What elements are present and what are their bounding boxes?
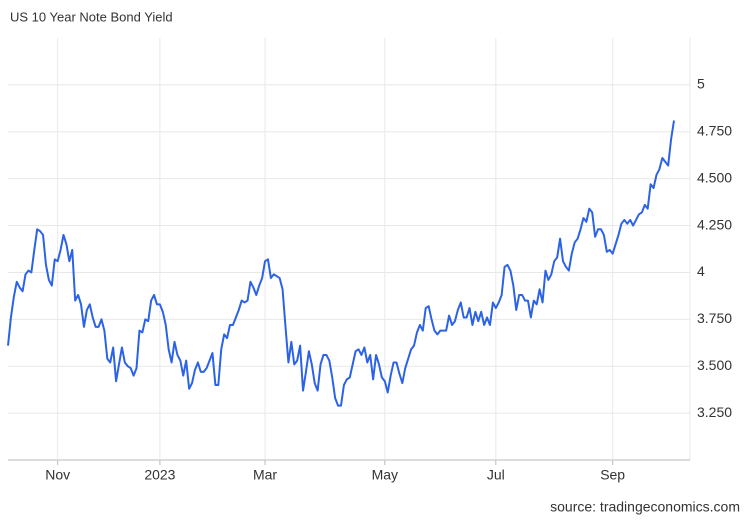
y-tick-label: 3.500 xyxy=(697,357,732,373)
y-tick-label: 3.750 xyxy=(697,310,732,326)
chart-title: US 10 Year Note Bond Yield xyxy=(10,9,173,24)
y-tick-label: 5 xyxy=(697,76,705,92)
y-tick-label: 4.750 xyxy=(697,122,732,138)
x-tick-label: Mar xyxy=(253,467,277,483)
x-tick-label: Sep xyxy=(600,467,625,483)
source-note: source: tradingeconomics.com xyxy=(550,499,740,515)
line-series xyxy=(7,120,675,407)
x-tick-label: 2023 xyxy=(144,467,175,483)
y-tick-label: 4 xyxy=(697,263,705,279)
x-tick-label: Nov xyxy=(45,467,70,483)
y-tick-label: 3.250 xyxy=(697,404,732,420)
y-tick-label: 4.500 xyxy=(697,169,732,185)
x-tick-label: May xyxy=(372,467,398,483)
y-tick-label: 4.250 xyxy=(697,216,732,232)
x-tick-label: Jul xyxy=(487,467,505,483)
